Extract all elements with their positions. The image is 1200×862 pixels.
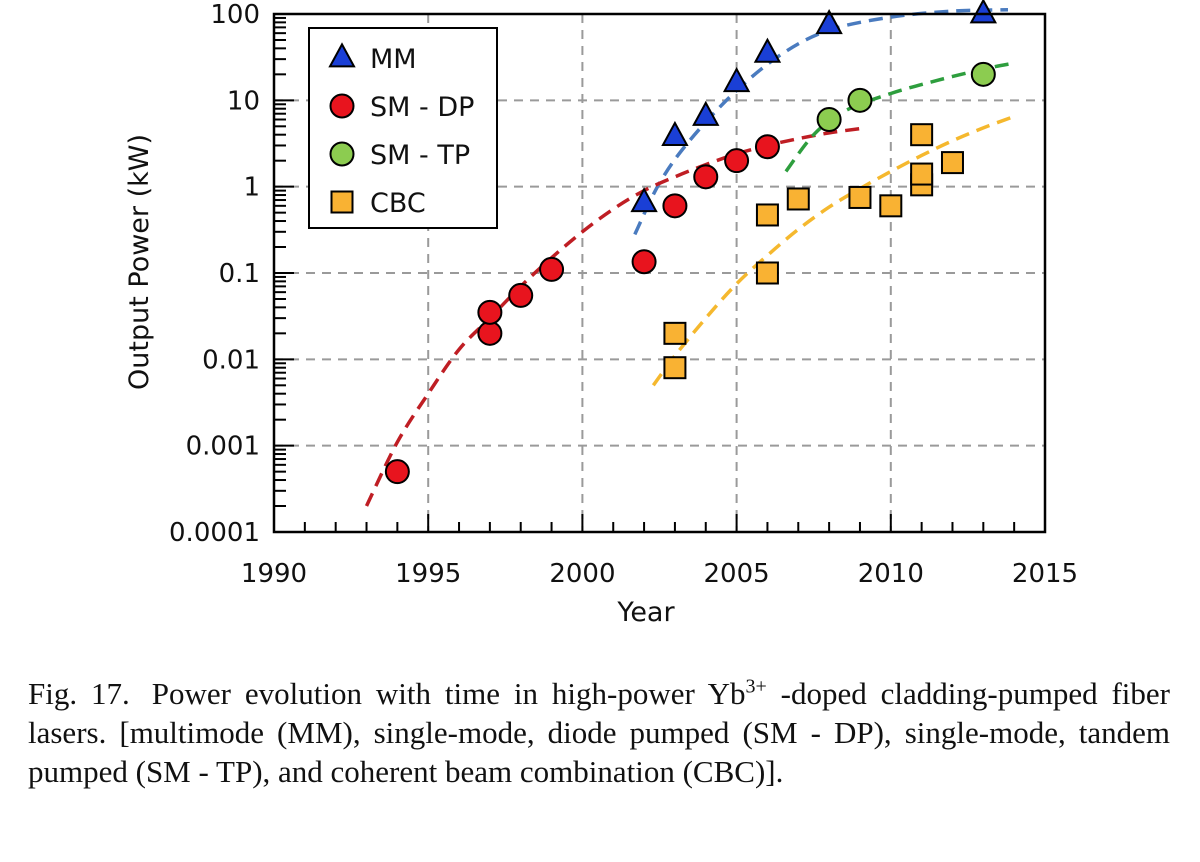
x-tick-label: 1995: [395, 559, 461, 589]
tick-labels: 1990 1995 2000 2005 2010 2015 0.0001 0.001 0.01 0…: [169, 0, 1078, 589]
figure-number: Fig. 17.: [28, 676, 130, 711]
caption-text-end: -doped cladding-pumped fiber lasers. [mu…: [28, 676, 1171, 789]
data-point-mm: [753, 37, 782, 63]
data-point-cbc: [879, 194, 903, 218]
y-tick-label: 100: [210, 0, 260, 30]
grid: [274, 14, 1045, 532]
axis-ticks: [273, 13, 1046, 533]
legend-marker-mm: [328, 42, 356, 68]
y-tick-label: 0.001: [186, 432, 260, 462]
figure-caption: Fig. 17. Power evolution with time in hig…: [28, 674, 1170, 791]
chart: 1990 1995 2000 2005 2010 2015 0.0001 0.001 0.01 0…: [124, 0, 1078, 628]
y-tick-label: 0.0001: [169, 518, 260, 548]
y-tick-label: 0.01: [202, 345, 260, 375]
y-tick-label: 10: [227, 86, 260, 116]
data-point-sm-tp: [816, 106, 842, 132]
legend-marker-sm-dp: [329, 93, 355, 119]
legend-marker-cbc: [330, 190, 354, 214]
caption-superscript: 3+: [745, 675, 767, 698]
data-point-cbc: [786, 187, 810, 211]
trend-line-sm-dp: [364, 126, 861, 507]
data-point-cbc: [755, 261, 779, 285]
data-point-mm: [815, 9, 843, 35]
data-point-sm-dp: [477, 299, 503, 325]
data-point-cbc: [910, 162, 934, 186]
legend: MM SM - DP SM - TP CBC: [308, 27, 498, 229]
data-point-sm-dp: [631, 249, 657, 275]
data-point-sm-dp: [384, 459, 410, 485]
data-point-cbc: [940, 151, 964, 175]
data-point-cbc: [910, 123, 934, 147]
x-tick-label: 2015: [1012, 559, 1078, 589]
legend-label-cbc: CBC: [370, 188, 426, 219]
trend-line-cbc: [651, 114, 1015, 387]
data-point-cbc: [663, 321, 687, 345]
data-point-sm-dp: [662, 193, 688, 219]
x-axis-label: Year: [616, 597, 675, 628]
data-point-sm-tp: [970, 61, 996, 87]
x-tick-label: 2005: [704, 559, 770, 589]
data-point-sm-dp: [539, 256, 565, 282]
x-tick-label: 2010: [858, 559, 924, 589]
y-axis-label: Output Power (kW): [124, 134, 155, 390]
data-point-mm: [722, 66, 751, 93]
data-point-sm-dp: [724, 148, 750, 174]
data-point-mm: [661, 120, 689, 146]
caption-text-start: Power evolution with time in high-power …: [151, 676, 746, 711]
data-point-sm-dp: [508, 282, 534, 308]
y-tick-label: 0.1: [219, 259, 260, 289]
data-point-cbc: [663, 356, 687, 380]
data-point-cbc: [848, 185, 872, 209]
chart-svg: 1990 1995 2000 2005 2010 2015 0.0001 0.001 0.01 0…: [124, 0, 1078, 628]
data-point-mm: [969, 0, 998, 24]
data-point-cbc: [755, 203, 779, 227]
data-point-sm-tp: [847, 87, 873, 113]
data-point-mm: [630, 187, 658, 213]
legend-marker-sm-tp: [329, 141, 355, 167]
trend-line-mm: [633, 8, 1009, 236]
data-points: [384, 0, 998, 485]
data-point-mm: [692, 100, 720, 126]
legend-label-mm: MM: [370, 44, 417, 75]
data-point-sm-dp: [693, 164, 719, 190]
y-tick-label: 1: [243, 173, 260, 203]
data-point-sm-dp: [754, 134, 780, 160]
legend-label-sm-dp: SM - DP: [370, 92, 474, 123]
legend-label-sm-tp: SM - TP: [370, 140, 470, 171]
x-tick-label: 2000: [549, 559, 615, 589]
x-tick-label: 1990: [241, 559, 307, 589]
data-point-sm-dp: [477, 320, 503, 346]
